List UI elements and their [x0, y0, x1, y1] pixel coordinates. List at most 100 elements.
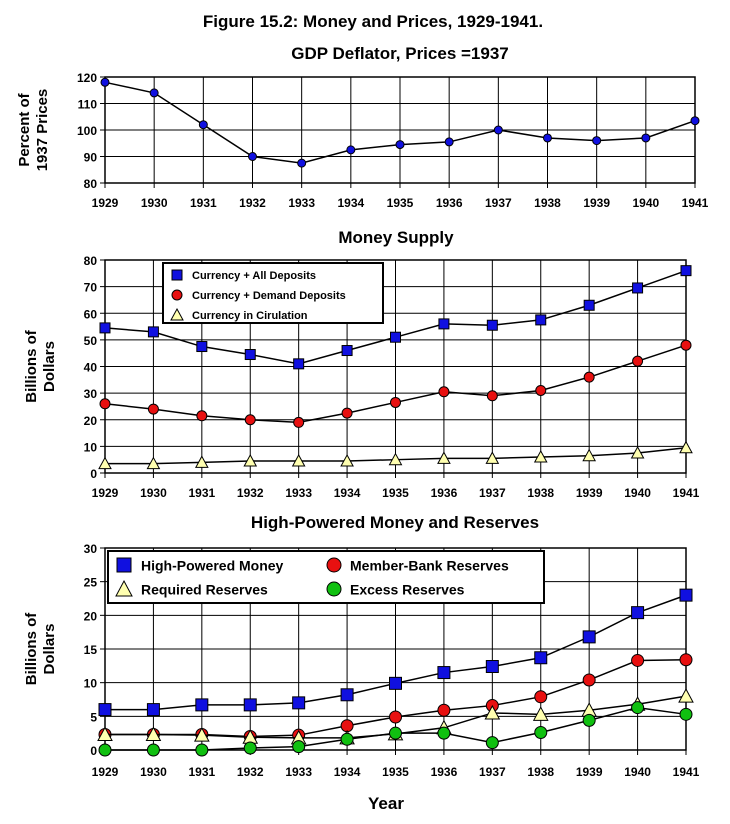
x-tick-label: 1936	[436, 196, 463, 210]
y-tick-label: 50	[84, 334, 98, 348]
data-point	[198, 120, 208, 130]
data-point	[582, 673, 596, 687]
legend: High-Powered Money Member-Bank Reserves Re…	[107, 550, 545, 604]
y-tick-label: 10	[84, 440, 98, 454]
y-tick-label: 70	[84, 281, 98, 295]
data-point	[631, 701, 645, 715]
data-point	[532, 706, 549, 721]
data-point	[486, 390, 498, 402]
data-point	[438, 386, 450, 398]
legend-marker	[326, 581, 342, 597]
data-point	[438, 318, 450, 330]
y-tick-label: 80	[84, 254, 98, 268]
chart-title: Money Supply	[338, 228, 454, 247]
data-point	[292, 696, 306, 710]
data-point	[534, 725, 548, 739]
data-point	[146, 743, 160, 757]
x-tick-label: 1932	[239, 196, 266, 210]
data-point	[146, 703, 160, 717]
x-tick-label: 1937	[479, 765, 506, 779]
legend-label: Excess Reserves	[350, 581, 465, 597]
data-point	[493, 125, 503, 135]
data-point	[679, 653, 693, 667]
chart-3: 0 5 10 15 20 25 30 1929 1930 1931 1932 1933 1934 1935…	[23, 513, 700, 779]
x-tick-label: 1930	[140, 486, 167, 500]
x-tick-label: 1941	[682, 196, 709, 210]
data-point	[196, 410, 208, 422]
data-point	[291, 453, 306, 467]
x-tick-label: 1939	[583, 196, 610, 210]
data-point	[297, 158, 307, 168]
x-tick-label: 1941	[673, 486, 700, 500]
data-point	[444, 137, 454, 147]
legend-box	[162, 262, 384, 324]
x-tick-label: 1940	[632, 196, 659, 210]
data-point	[195, 698, 209, 712]
y-tick-label: 60	[84, 307, 98, 321]
data-point	[98, 743, 112, 757]
data-point	[543, 133, 552, 143]
data-point	[678, 688, 694, 703]
data-point	[293, 416, 305, 428]
y-axis-title: Dollars	[41, 341, 58, 392]
legend: Currency + All Deposits Currency + Demand…	[162, 262, 384, 324]
x-tick-label: 1935	[382, 486, 409, 500]
legend-label: Member-Bank Reserves	[350, 557, 509, 573]
data-point	[196, 341, 208, 353]
series-3	[98, 440, 693, 470]
data-point	[97, 726, 113, 742]
data-point	[390, 331, 401, 343]
y-tick-label: 15	[84, 643, 98, 657]
data-point	[690, 116, 700, 126]
y-tick-label: 120	[77, 71, 97, 85]
data-point	[437, 666, 451, 680]
x-tick-label: 1929	[92, 765, 119, 779]
data-point	[389, 726, 402, 740]
data-point	[630, 445, 645, 459]
x-tick-label: 1938	[527, 765, 554, 779]
data-point	[145, 726, 162, 742]
x-tick-label: 1939	[576, 765, 603, 779]
series-1	[100, 77, 700, 168]
series-1	[99, 265, 692, 370]
y-axis-title: Dollars	[41, 624, 58, 675]
data-point	[582, 630, 596, 644]
y-tick-label: 0	[90, 467, 97, 481]
y-tick-label: 20	[84, 414, 98, 428]
data-point	[340, 453, 354, 467]
data-point	[340, 732, 354, 746]
x-tick-label: 1931	[190, 196, 217, 210]
legend-box	[107, 550, 545, 604]
data-point	[293, 358, 305, 370]
data-point	[485, 736, 499, 750]
x-tick-label: 1941	[673, 765, 700, 779]
y-axis-title: Billions of	[23, 612, 40, 686]
data-point	[679, 440, 693, 454]
data-point	[680, 265, 692, 277]
y-tick-label: 30	[84, 387, 98, 401]
x-tick-label: 1930	[141, 196, 168, 210]
x-axis-label: Year	[368, 794, 404, 813]
x-tick-label: 1930	[140, 765, 167, 779]
data-point	[390, 396, 401, 408]
x-tick-label: 1933	[285, 486, 312, 500]
x-tick-label: 1938	[527, 486, 554, 500]
series-4	[98, 701, 693, 757]
y-tick-label: 90	[84, 151, 98, 165]
legend-label: Required Reserves	[141, 581, 268, 597]
data-point	[582, 713, 596, 727]
chart-title: GDP Deflator, Prices =1937	[291, 44, 509, 63]
chart-1: 80 90 100 110 120 1929 1930 1931 1932 1933 1934 193…	[16, 44, 709, 210]
legend-marker	[326, 557, 342, 573]
y-axis-title: Billions of	[23, 329, 40, 403]
x-tick-label: 1929	[92, 486, 119, 500]
data-point	[632, 282, 644, 294]
data-point	[195, 743, 209, 757]
legend-label: Currency + Demand Deposits	[192, 290, 346, 302]
y-tick-label: 10	[84, 677, 98, 691]
data-point	[583, 299, 595, 311]
x-tick-label: 1934	[334, 486, 361, 500]
data-point	[243, 741, 257, 755]
y-axis-title: Percent of	[16, 92, 33, 166]
data-point	[193, 727, 210, 742]
